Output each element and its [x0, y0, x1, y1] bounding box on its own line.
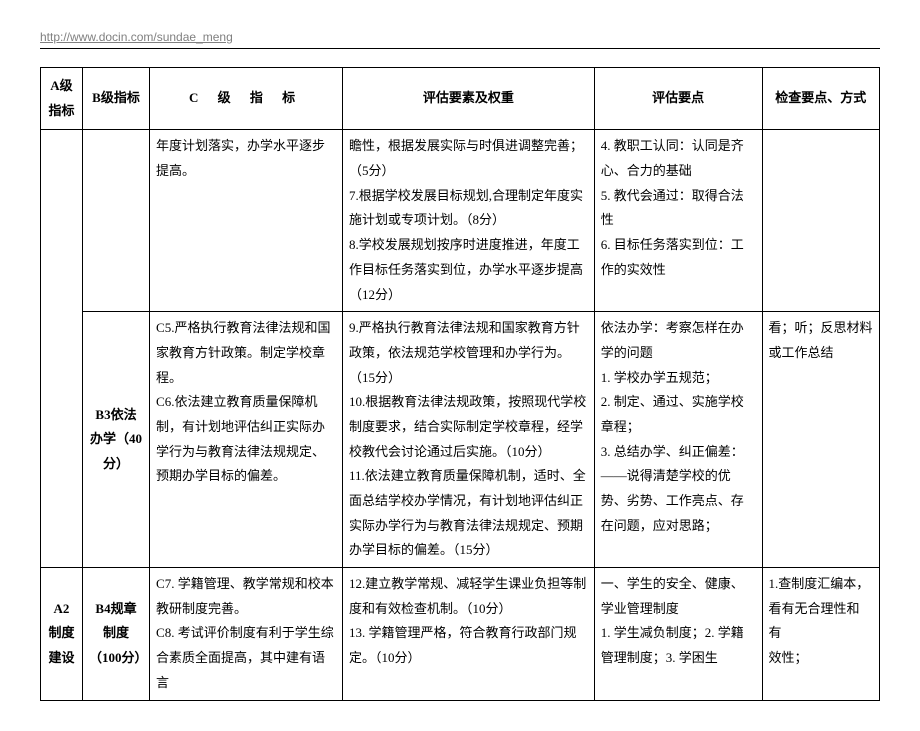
table-header-row: A级指标 B级指标 C 级 指 标 评估要素及权重 评估要点 检查要点、方式 [41, 68, 880, 130]
header-d: 评估要素及权重 [343, 68, 595, 130]
cell-b-level: B4规章制度（100分） [82, 568, 149, 700]
cell-check [762, 130, 880, 312]
table-row: 年度计划落实，办学水平逐步提高。 瞻性，根据发展实际与时俱进调整完善；（5分）7… [41, 130, 880, 312]
cell-check: 1.查制度汇编本，看有无合理性和有效性； [762, 568, 880, 700]
cell-c-level: C7. 学籍管理、教学常规和校本教研制度完善。C8. 考试评价制度有利于学生综合… [150, 568, 343, 700]
cell-a-level: A2制度建设 [41, 568, 83, 700]
header-e: 评估要点 [594, 68, 762, 130]
header-f: 检查要点、方式 [762, 68, 880, 130]
url-header: http://www.docin.com/sundae_meng [40, 30, 880, 44]
table-row: B3依法办学（40分） C5.严格执行教育法律法规和国家教育方针政策。制定学校章… [41, 312, 880, 568]
cell-weight: 瞻性，根据发展实际与时俱进调整完善；（5分）7.根据学校发展目标规划,合理制定年… [343, 130, 595, 312]
cell-check: 看；听；反思材料或工作总结 [762, 312, 880, 568]
cell-points: 依法办学：考察怎样在办学的问题1. 学校办学五规范；2. 制定、通过、实施学校章… [594, 312, 762, 568]
cell-c-level: C5.严格执行教育法律法规和国家教育方针政策。制定学校章程。C6.依法建立教育质… [150, 312, 343, 568]
cell-a-level [41, 130, 83, 568]
table-row: A2制度建设 B4规章制度（100分） C7. 学籍管理、教学常规和校本教研制度… [41, 568, 880, 700]
cell-weight: 9.严格执行教育法律法规和国家教育方针政策，依法规范学校管理和办学行为。（15分… [343, 312, 595, 568]
cell-points: 4. 教职工认同：认同是齐心、合力的基础5. 教代会通过：取得合法性6. 目标任… [594, 130, 762, 312]
header-a: A级指标 [41, 68, 83, 130]
header-b: B级指标 [82, 68, 149, 130]
header-divider [40, 48, 880, 49]
cell-b-level: B3依法办学（40分） [82, 312, 149, 568]
cell-weight: 12.建立教学常规、减轻学生课业负担等制度和有效检查机制。（10分）13. 学籍… [343, 568, 595, 700]
evaluation-table: A级指标 B级指标 C 级 指 标 评估要素及权重 评估要点 检查要点、方式 年… [40, 67, 880, 701]
header-c: C 级 指 标 [150, 68, 343, 130]
cell-c-level: 年度计划落实，办学水平逐步提高。 [150, 130, 343, 312]
cell-points: 一、学生的安全、健康、学业管理制度1. 学生减负制度；2. 学籍管理制度；3. … [594, 568, 762, 700]
cell-b-level [82, 130, 149, 312]
